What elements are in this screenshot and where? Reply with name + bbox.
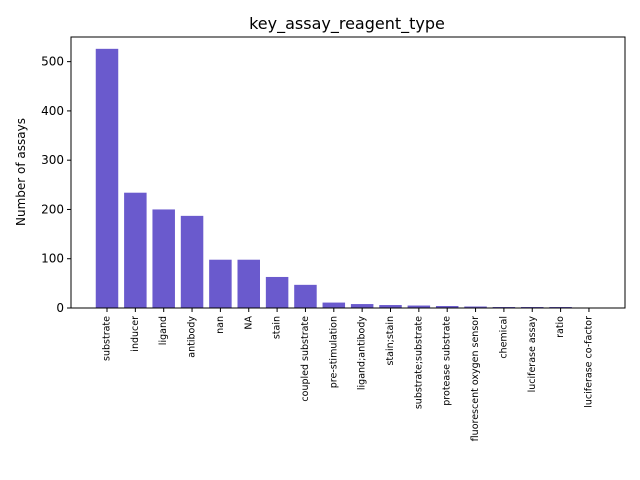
x-tick-label: coupled substrate — [300, 316, 311, 402]
bar-2 — [152, 209, 175, 308]
bar-11 — [407, 305, 431, 308]
bar-12 — [435, 306, 459, 308]
bar-0 — [95, 48, 119, 308]
chart-title: key_assay_reagent_type — [249, 14, 445, 34]
x-tick-label: fluorescent oxygen sensor — [470, 316, 481, 441]
bar-5 — [237, 259, 260, 308]
x-tick-label: substrate;substrate — [413, 316, 424, 409]
plot-frame — [70, 36, 626, 309]
bar-4 — [209, 259, 232, 308]
bars-group — [95, 48, 601, 308]
x-tick-label: luciferase assay — [527, 316, 538, 393]
y-tick-label: 500 — [41, 55, 64, 69]
y-tick-label: 100 — [41, 252, 64, 266]
x-tick-label: stain;stain — [385, 316, 396, 366]
bar-9 — [350, 304, 374, 308]
x-tick-label: ligand;antibody — [357, 316, 368, 390]
y-axis-ticks: 0 100 200 300 400 500 — [41, 55, 71, 315]
x-tick-label: luciferase co-factor — [583, 316, 594, 408]
x-tick-label: antibody — [187, 316, 198, 358]
x-tick-label: substrate — [102, 316, 113, 361]
y-tick-label: 300 — [41, 153, 64, 167]
bar-7 — [294, 284, 317, 308]
x-axis-ticks: substrate inducer ligand antibody nan NA stain… — [102, 308, 594, 441]
x-tick-label: ligand — [158, 316, 169, 345]
bar-1 — [124, 192, 147, 308]
bar-3 — [180, 215, 204, 308]
x-tick-label: protease substrate — [442, 316, 453, 406]
bar-8 — [322, 302, 346, 308]
x-tick-label: inducer — [130, 316, 141, 352]
y-axis-label: Number of assays — [14, 118, 28, 226]
x-tick-label: nan — [215, 316, 226, 334]
bar-13 — [464, 306, 487, 308]
bar-10 — [379, 305, 402, 308]
x-tick-label: NA — [243, 316, 254, 330]
y-tick-label: 200 — [41, 202, 64, 216]
y-tick-label: 400 — [41, 104, 64, 118]
x-tick-label: pre-stimulation — [328, 316, 339, 388]
x-tick-label: ratio — [555, 316, 566, 338]
x-tick-label: stain — [272, 316, 283, 339]
y-tick-label: 0 — [56, 301, 64, 315]
x-tick-label: chemical — [498, 316, 509, 359]
bar-6 — [265, 276, 289, 308]
